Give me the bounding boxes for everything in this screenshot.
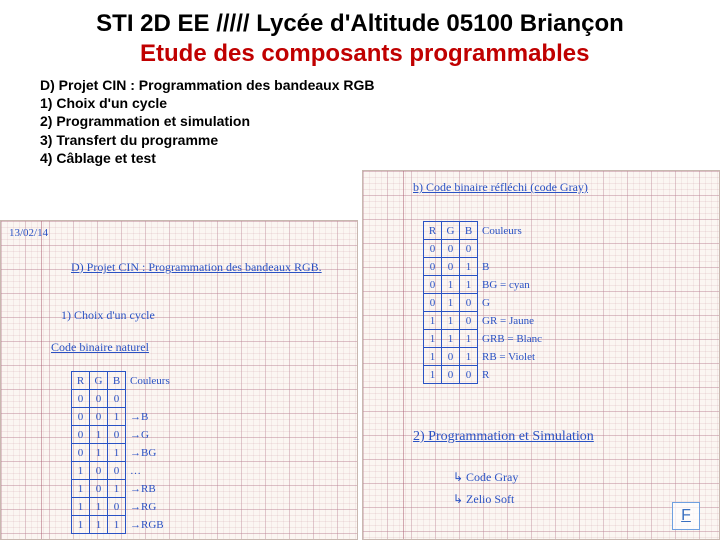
section-heading: D) Projet CIN : Programmation des bandea…: [0, 76, 720, 167]
footer-link-label: F: [681, 507, 691, 525]
hw-sub1-left: 1) Choix d'un cycle: [61, 309, 155, 322]
hw-date: 13/02/14: [9, 227, 48, 239]
section-item-4: 4) Câblage et test: [40, 149, 720, 167]
page-title-line1: STI 2D EE ///// Lycée d'Altitude 05100 B…: [0, 0, 720, 40]
notebook-left: 13/02/14 D) Projet CIN : Programmation d…: [0, 220, 358, 540]
hw-bullet-2: ↳ Zelio Soft: [453, 493, 514, 506]
page-title-line2: Etude des composants programmables: [0, 40, 720, 76]
section-title: D) Projet CIN : Programmation des bandea…: [40, 76, 720, 94]
hw-heading-left: D) Projet CIN : Programmation des bandea…: [71, 261, 322, 274]
tt2-h-g: G: [442, 222, 460, 240]
tt-h-g: G: [90, 372, 108, 390]
tt2-h-c: Couleurs: [478, 222, 543, 240]
truth-table-left: R G B Couleurs 000 001→B 010→G 011→BG 10…: [71, 371, 180, 534]
tt2-h-b: B: [460, 222, 478, 240]
footer-link-box[interactable]: F: [672, 502, 700, 530]
tt-h-c: Couleurs: [126, 372, 180, 390]
notebook-right: b) Code binaire réfléchi (code Gray) R G…: [362, 170, 720, 540]
tt-h-b: B: [108, 372, 126, 390]
section-item-2: 2) Programmation et simulation: [40, 112, 720, 130]
tt-h-r: R: [72, 372, 90, 390]
hw-sub2-left: Code binaire naturel: [51, 341, 149, 354]
hw-sub2-right: 2) Programmation et Simulation: [413, 429, 594, 444]
handwritten-notes-area: 13/02/14 D) Projet CIN : Programmation d…: [0, 220, 720, 540]
section-item-3: 3) Transfert du programme: [40, 131, 720, 149]
hw-heading-right: b) Code binaire réfléchi (code Gray): [413, 181, 588, 194]
truth-table-right: R G B Couleurs 000 001B 011BG = cyan 010…: [423, 221, 543, 384]
section-item-1: 1) Choix d'un cycle: [40, 94, 720, 112]
tt2-h-r: R: [424, 222, 442, 240]
hw-bullet-1: ↳ Code Gray: [453, 471, 518, 484]
